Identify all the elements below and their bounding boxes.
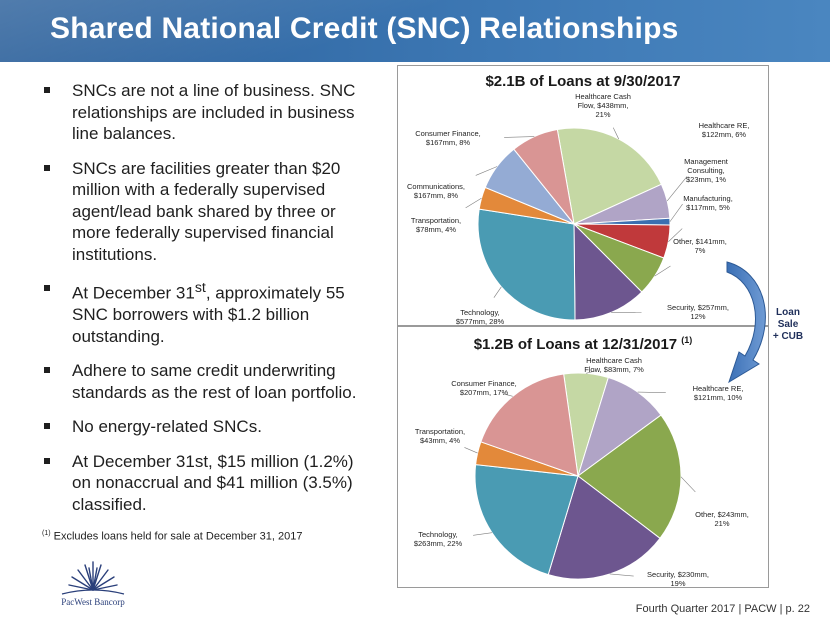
bullet-item: SNCs are facilities greater than $20 mil… <box>42 158 362 266</box>
bullet-list: SNCs are not a line of business. SNC rel… <box>42 80 362 528</box>
slice-label: Security, $230mm, 19% <box>647 570 709 587</box>
pie-chart-dec-2017: Healthcare Cash Flow, $83mm, 7% Healthcare… <box>414 356 749 587</box>
arrow-label-line: Loan <box>776 307 800 318</box>
leader-line <box>465 197 482 209</box>
bullet-square-icon <box>44 457 50 464</box>
bullet-item: At December 31st, $15 million (1.2%) on … <box>42 451 362 516</box>
slice-label: Healthcare Cash Flow, $83mm, 7% <box>584 356 644 374</box>
footnote: (1) Excludes loans held for sale at Dece… <box>42 530 303 543</box>
bullet-item: At December 31st, approximately 55 SNC b… <box>42 278 362 347</box>
company-logo: PacWest Bancorp <box>48 560 138 610</box>
curved-arrow-icon <box>726 261 766 384</box>
leader-line <box>475 166 498 176</box>
header-shine <box>0 0 830 62</box>
pie-slice-healthcare-cash-flow <box>556 127 663 225</box>
header-bar: Shared National Credit (SNC) Relationshi… <box>0 0 830 62</box>
slice-label: Other, $243mm, 21% <box>695 510 749 528</box>
slice-label: Healthcare RE, $122mm, 6% <box>699 121 750 139</box>
slice-label: Technology, $263mm, 22% <box>414 530 463 548</box>
bullet-square-icon <box>44 285 50 291</box>
slice-label: Manufacturing, $117mm, 5% <box>683 194 733 212</box>
bullet-square-icon <box>44 423 50 430</box>
pie-slice-technology <box>474 464 579 576</box>
chart-title: $2.1B of Loans at 9/30/2017 <box>398 73 768 90</box>
leader-line <box>612 127 620 140</box>
arrow-label: Loan Sale + CUB <box>768 307 808 343</box>
transition-arrow <box>725 260 785 390</box>
pie-slice-technology <box>477 208 576 321</box>
pie-slice-other <box>577 414 682 540</box>
bullet-item: No energy-related SNCs. <box>42 416 362 438</box>
leader-line <box>586 370 596 374</box>
chart-title: $1.2B of Loans at 12/31/2017 (1) <box>398 335 768 353</box>
chart-title-text: $1.2B of Loans at 12/31/2017 <box>473 336 678 353</box>
footnote-text: Excludes loans held for sale at December… <box>53 530 303 543</box>
page-title: Shared National Credit (SNC) Relationshi… <box>50 12 679 45</box>
slice-label: Transportation, $43mm, 4% <box>415 427 465 445</box>
arrow-label-line: Sale <box>777 319 799 330</box>
leader-line <box>654 265 671 277</box>
logo-text: PacWest Bancorp <box>61 597 125 607</box>
bullet-square-icon <box>44 87 50 93</box>
starburst-logo-icon: PacWest Bancorp <box>61 561 125 607</box>
slice-label: Management Consulting, $23mm, 1% <box>684 157 729 184</box>
bullet-text: Adhere to same credit underwriting stand… <box>72 361 357 402</box>
leader-line <box>637 391 666 394</box>
bullet-superscript: st <box>194 280 206 296</box>
bullet-text: At December 31st, $15 million (1.2%) on … <box>72 451 354 514</box>
slice-label: Transportation, $78mm, 4% <box>411 216 461 234</box>
bullet-square-icon <box>44 164 50 171</box>
slice-label: Security, $257mm, 12% <box>667 303 729 321</box>
pie-slice-security <box>547 475 661 580</box>
leader-line <box>680 476 696 493</box>
leader-line <box>504 136 535 138</box>
arrow-label-line: + CUB <box>772 331 804 342</box>
chart-title-text: $2.1B of Loans at 9/30/2017 <box>485 73 681 90</box>
leader-line <box>609 573 634 577</box>
leader-line <box>669 203 683 222</box>
leader-line <box>464 447 478 454</box>
bullet-item: Adhere to same credit underwriting stand… <box>42 360 362 403</box>
chart-panel-dec-2017: $1.2B of Loans at 12/31/2017 (1) Healthc… <box>397 326 769 588</box>
bullet-text: SNCs are facilities greater than $20 mil… <box>72 158 341 264</box>
footer-text: Fourth Quarter 2017 | PACW | p. 22 <box>635 603 810 615</box>
leader-line <box>666 176 688 202</box>
bullet-text: At December 31 <box>72 283 195 303</box>
chart-title-superscript: (1) <box>681 335 693 345</box>
slice-label: Consumer Finance, $167mm, 8% <box>415 129 480 147</box>
leader-line <box>668 228 683 242</box>
slice-label: Technology, $577mm, 28% <box>456 308 505 325</box>
leader-line <box>493 286 502 298</box>
bullet-text: No energy-related SNCs. <box>72 417 262 437</box>
bullet-item: SNCs are not a line of business. SNC rel… <box>42 80 362 145</box>
bullet-text: SNCs are not a line of business. SNC rel… <box>72 81 356 143</box>
footnote-marker: (1) <box>42 530 51 537</box>
bullet-square-icon <box>44 367 50 374</box>
pie-chart-sep-2017: Healthcare Cash Flow, $438mm, 21% Healthcar… <box>407 92 750 325</box>
slice-label: Consumer Finance, $207mm, 17% <box>451 379 516 397</box>
leader-line <box>502 393 513 397</box>
bullet-text-continued: , approximately 55 SNC borrowers with $1… <box>72 283 345 346</box>
slice-label: Healthcare RE, $121mm, 10% <box>693 384 744 402</box>
slice-label: Other, $141mm, 7% <box>673 237 727 255</box>
slice-label: Healthcare Cash Flow, $438mm, 21% <box>575 92 631 119</box>
chart-panel-sep-2017: $2.1B of Loans at 9/30/2017 Healthcare C… <box>397 65 769 326</box>
leader-line <box>473 532 493 536</box>
slice-label: Communications, $167mm, 8% <box>407 182 465 200</box>
pie-slice-consumer-finance <box>513 128 575 225</box>
